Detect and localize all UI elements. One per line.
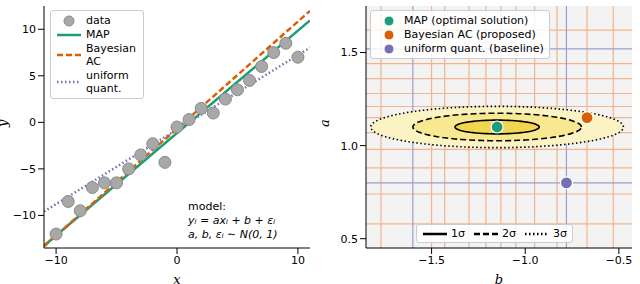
svg-text:b: b (495, 272, 503, 284)
svg-text:y: y (8, 119, 10, 128)
html-text:model:: model: (188, 200, 226, 213)
svg-text:−1.5: −1.5 (418, 254, 445, 267)
html-text:Bayesian AC: Bayesian AC (86, 42, 137, 68)
svg-text:−10: −10 (13, 209, 36, 222)
html-text:1σ: 1σ (451, 227, 465, 240)
html-text:yᵢ = axᵢ + b + εᵢ: yᵢ = axᵢ + b + εᵢ (188, 214, 276, 227)
svg-text:a: a (322, 119, 332, 127)
html-text:MAP (optimal solution): MAP (optimal solution) (404, 14, 529, 27)
html-text:a, b, εᵢ ∼ N(0, 1): a, b, εᵢ ∼ N(0, 1) (188, 228, 278, 241)
svg-text:−10: −10 (44, 254, 67, 267)
svg-text:1.0: 1.0 (341, 140, 359, 153)
html-text:2σ: 2σ (502, 227, 516, 240)
html-text:uniform quant. (baseline): uniform quant. (baseline) (404, 42, 544, 55)
html-text:Bayesian AC (proposed): Bayesian AC (proposed) (404, 28, 536, 41)
svg-text:−1.0: −1.0 (512, 254, 539, 267)
svg-text:1.5: 1.5 (341, 46, 359, 59)
svg-text:0.5: 0.5 (341, 233, 359, 246)
svg-text:10: 10 (22, 23, 36, 36)
html-text:data: data (86, 14, 111, 27)
svg-text:x: x (173, 272, 181, 284)
html-text:MAP: MAP (86, 28, 110, 41)
svg-text:5: 5 (29, 70, 36, 83)
svg-text:0: 0 (174, 254, 181, 267)
svg-text:−5: −5 (20, 163, 36, 176)
svg-text:0: 0 (29, 116, 36, 129)
svg-text:10: 10 (291, 254, 305, 267)
html-text:3σ: 3σ (553, 227, 567, 240)
html-text:uniform quant.: uniform quant. (86, 69, 129, 95)
svg-text:−0.5: −0.5 (606, 254, 632, 267)
